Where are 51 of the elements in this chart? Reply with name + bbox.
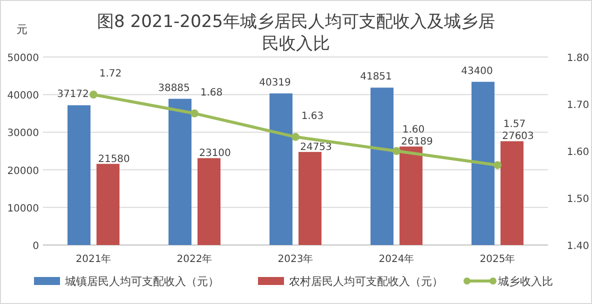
point [190,109,198,118]
y-tick-label: 40000 [7,90,39,102]
data-label: 38885 [158,82,190,94]
bar [96,164,120,245]
data-label: 37172 [57,89,89,100]
y-tick-label: 30000 [7,128,39,140]
y-tick-label: 50000 [7,53,39,64]
x-tick-label: 2025年 [480,253,516,265]
data-label: 1.63 [301,110,324,122]
y-axis-title: 元 [16,23,28,36]
point [494,161,502,170]
x-tick-label: 2022年 [176,253,212,265]
bar [270,93,292,245]
bar [168,98,192,245]
data-label: 41851 [360,72,392,83]
point [392,147,400,155]
y-tick-label: 20000 [7,166,39,177]
x-tick-label: 2024年 [378,253,414,265]
data-label: 1.60 [402,124,425,136]
bar [500,141,524,245]
data-label: 40319 [259,77,291,88]
bar [298,152,322,245]
data-label: 1.72 [99,68,122,80]
data-label: 43400 [461,66,493,77]
point [90,90,98,99]
bar [400,146,422,245]
data-label: 21580 [98,154,130,165]
legend-label: 城镇居民人均可支配收入（元） [64,275,219,288]
data-label: 1.57 [503,119,526,130]
y-tick-label: 10000 [7,203,39,214]
legend-label: 农村居民人均可支配收入（元） [289,275,443,288]
bar [472,82,494,245]
data-label: 27603 [502,131,534,142]
y2-tick-label: 1.70 [566,100,590,111]
bar [198,158,220,245]
bar [68,105,90,245]
point [292,132,300,141]
x-tick-label: 2023年 [278,253,314,265]
y2-tick-label: 1.60 [566,147,590,158]
y-tick-label: 0 [32,241,39,252]
data-label: 23100 [199,148,231,160]
bar [370,88,394,245]
data-label: 1.68 [200,87,223,98]
title: 图8 2021-2025年城乡居民人均可支配收入及城乡居民收入比 [97,12,495,54]
x-tick-label: 2021年 [76,253,112,265]
y2-tick-label: 1.50 [566,194,590,205]
y2-tick-label: 1.80 [566,53,590,64]
y2-tick-label: 1.40 [566,241,590,252]
data-label: 26189 [401,136,433,148]
legend-label: 城乡收入比 [497,275,553,288]
data-label: 24753 [300,142,332,153]
